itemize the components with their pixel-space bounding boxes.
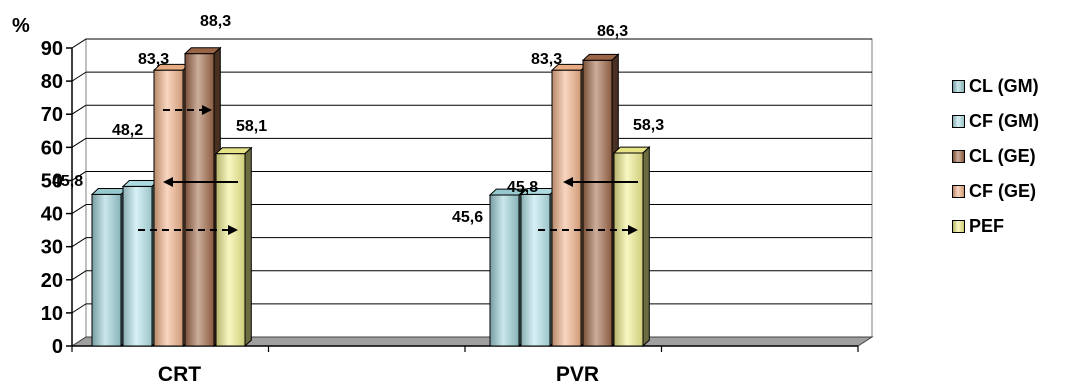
legend-item: PEF [952,216,1039,236]
bar [612,145,651,348]
legend-swatch [952,219,965,233]
bar-front [153,69,184,347]
y-tick-label: 70 [41,104,63,126]
y-tick-label: 60 [41,137,63,159]
legend-label: CF (GM) [969,110,1039,131]
bar [581,53,620,348]
legend-swatch [952,149,965,163]
bar [152,63,191,348]
legend-label: CF (GE) [969,180,1036,201]
bar-front [184,53,215,347]
data-label: 58,1 [236,118,267,135]
legend-item: CF (GM) [952,111,1039,131]
data-label: 88,3 [200,13,231,30]
bar-front [582,59,613,347]
y-tick-label: 90 [41,38,63,60]
bar-front [520,193,551,347]
legend-swatch [952,184,965,198]
x-category-label: PVR [556,363,599,385]
bar-front [215,153,246,347]
y-tick-label: 80 [41,71,63,93]
legend-label: PEF [969,215,1005,236]
data-label: 58,3 [633,117,664,134]
y-tick-label: 0 [52,336,63,358]
gridline-side [71,71,87,82]
y-tick-label: 20 [41,270,63,292]
bar-layer [90,46,651,348]
data-label: 86,3 [597,23,628,40]
y-axis-title: % [12,15,30,37]
arrow-layer [138,105,638,235]
bar [214,146,253,348]
gridline-side [71,303,87,314]
gridline-side [71,38,87,49]
data-label: 45,6 [452,209,483,226]
data-label: 48,2 [112,122,143,139]
y-tick-label: 10 [41,303,63,325]
bar-front [91,193,122,347]
gridline-side [71,270,87,281]
gridline-side [71,237,87,248]
legend-swatch [952,114,965,128]
y-tick-label: 50 [41,170,63,192]
legend-swatch [952,79,965,93]
legend-label: CL (GM) [969,75,1039,96]
legend-item: CL (GE) [952,146,1039,166]
bar-front [551,69,582,347]
bar-front [613,152,644,347]
bar [519,187,558,348]
label-layer: 45,8 48,2 88,3 83,3 58,1 45,6 45,8 86,3 83,3 58,3 [52,13,664,226]
bar [550,63,589,348]
bar [488,188,527,348]
bar [183,46,222,348]
legend-item: CL (GM) [952,76,1039,96]
legend: CL (GM) CF (GM) CL (GE) CF (GE) PEF [952,76,1039,251]
gridline-side [71,171,87,181]
bar-front [489,194,520,347]
legend-item: CF (GE) [952,181,1039,201]
bar-side [244,146,252,348]
data-label: 83,3 [531,51,562,68]
gridline-side [71,204,87,214]
data-label: 83,3 [138,51,169,68]
x-category-label: CRT [158,363,201,385]
legend-label: CL (GE) [969,145,1036,166]
bar-front [122,185,153,347]
gridline-side [71,137,87,148]
gridline-side [71,104,87,115]
y-tick-label: 40 [41,204,63,226]
bar [121,179,160,348]
data-label: 45,8 [52,173,83,190]
bar-side [642,145,650,348]
axis-layer: 0 10 20 30 40 50 60 70 80 90% CRT PVR [12,15,874,386]
data-label: 45,8 [507,179,538,196]
bar [90,187,129,348]
y-tick-label: 30 [41,237,63,259]
